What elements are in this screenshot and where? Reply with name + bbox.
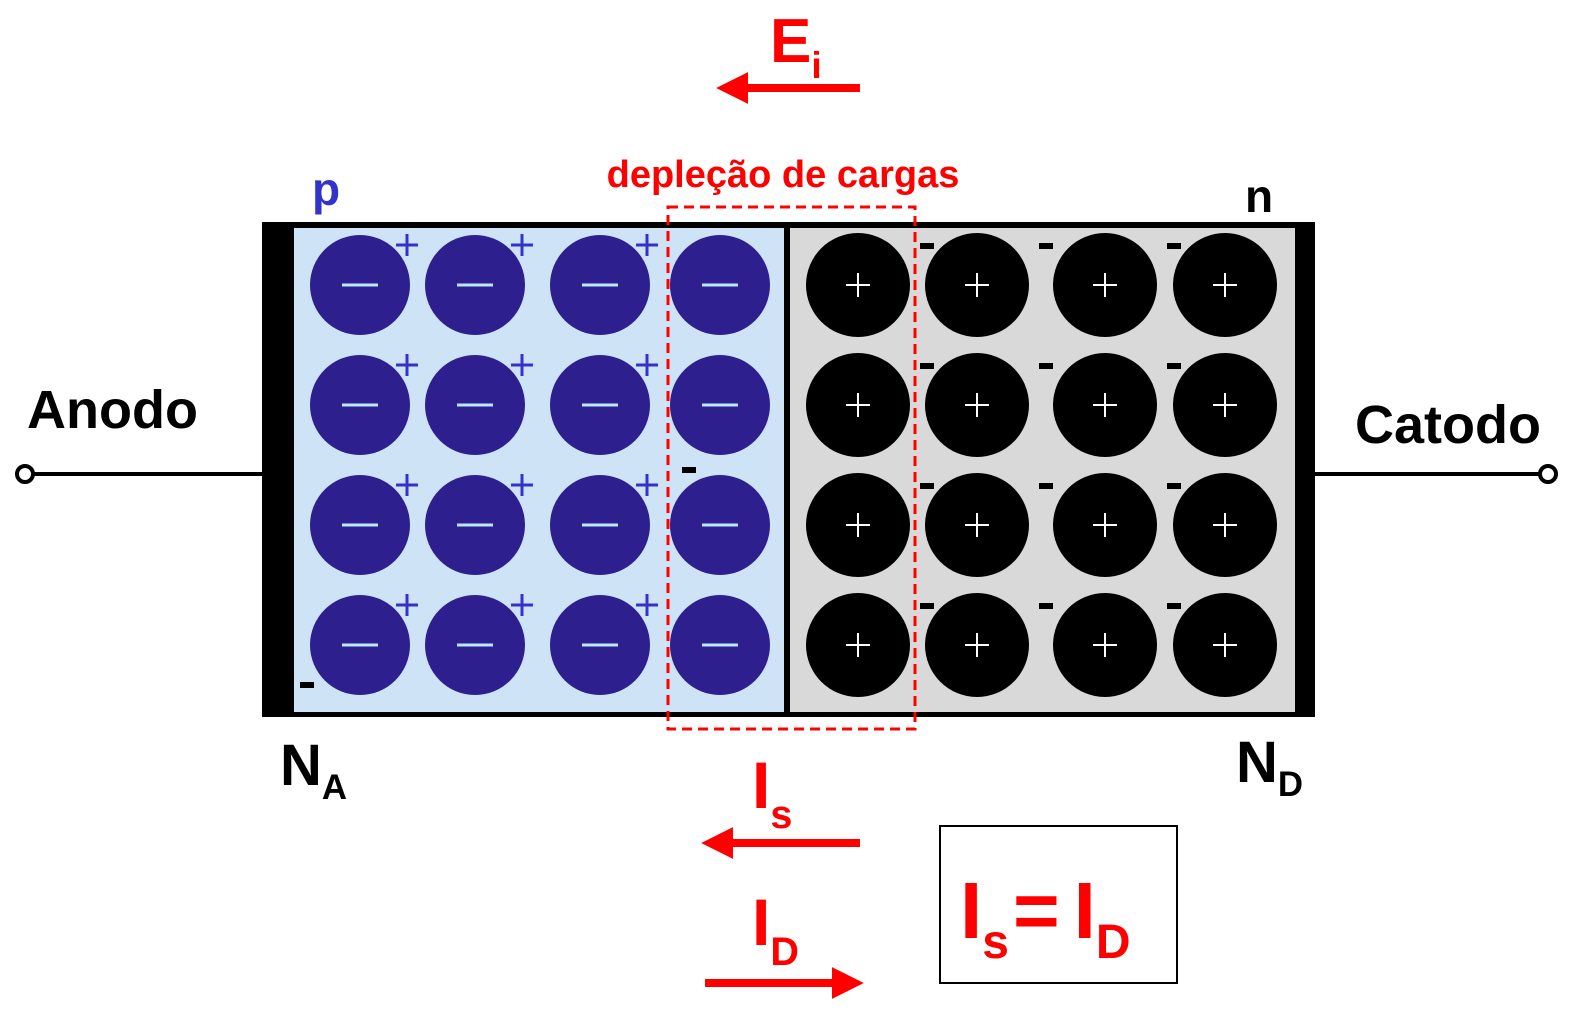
symbol: I: [752, 748, 770, 822]
electron-minus: [300, 682, 314, 688]
electron-minus: [920, 483, 934, 489]
acceptor-label: NA: [280, 733, 347, 807]
subscript: s: [982, 916, 1009, 969]
symbol: I: [960, 866, 982, 955]
electron-minus: [1039, 243, 1053, 249]
symbol: N: [1236, 730, 1278, 795]
symbol: I: [1074, 866, 1096, 955]
symbol: N: [280, 733, 322, 798]
anode-terminal: [17, 466, 33, 482]
electron-minus: [1039, 603, 1053, 609]
n-label: n: [1245, 170, 1273, 222]
field-label: Ei: [770, 7, 822, 86]
id-label: ID: [752, 885, 799, 974]
electron-minus: [1167, 243, 1181, 249]
anode-label: Anodo: [27, 380, 198, 440]
subscript: i: [811, 44, 821, 86]
electron-minus: [1167, 483, 1181, 489]
donor-label: ND: [1236, 730, 1303, 804]
subscript: D: [1096, 916, 1131, 969]
subscript: A: [322, 768, 347, 807]
electron-minus: [920, 603, 934, 609]
symbol: I: [752, 885, 770, 959]
subscript: D: [770, 930, 799, 974]
cathode-label: Catodo: [1355, 395, 1541, 455]
electron-minus: [920, 363, 934, 369]
operator: =: [1013, 866, 1060, 955]
subscript: D: [1278, 765, 1303, 804]
electron-minus: [920, 243, 934, 249]
diagram: Ei depleção de cargas p n Anodo Catodo N…: [0, 0, 1587, 1011]
is-label: Is: [752, 748, 792, 837]
symbol: E: [770, 7, 811, 76]
electron-minus: [1039, 483, 1053, 489]
subscript: s: [770, 793, 792, 837]
cathode-terminal: [1540, 466, 1556, 482]
p-label: p: [312, 163, 340, 215]
electron-minus: [1167, 603, 1181, 609]
electron-minus: [682, 467, 696, 473]
depletion-label: depleção de cargas: [607, 154, 960, 196]
electron-minus: [1039, 363, 1053, 369]
electron-minus: [1167, 363, 1181, 369]
